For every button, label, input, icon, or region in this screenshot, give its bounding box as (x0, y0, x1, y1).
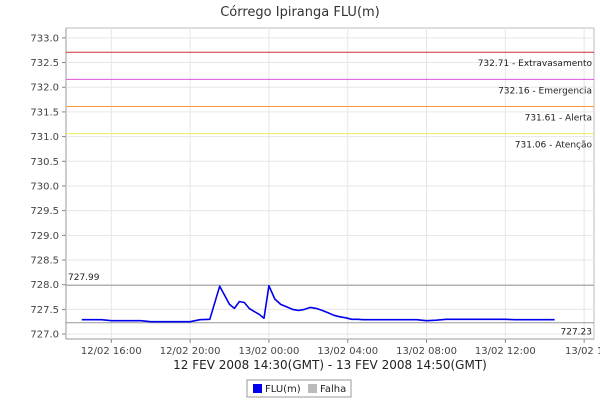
reference-line-label: 727.23 (561, 328, 593, 338)
legend: FLU(m) Falha (246, 379, 352, 398)
legend-swatch-falha (308, 384, 317, 393)
y-tick-label: 730.5 (30, 157, 59, 168)
y-tick-label: 732.5 (30, 58, 59, 69)
y-tick-label: 732.0 (30, 83, 59, 94)
legend-label-flu: FLU(m) (265, 384, 301, 395)
y-tick-label: 728.5 (30, 256, 59, 267)
y-tick-label: 733.0 (30, 33, 59, 44)
x-tick-label: 13/02 1 (565, 346, 600, 357)
plot-area (65, 27, 595, 340)
y-tick-label: 729.5 (30, 206, 59, 217)
y-tick-label: 731.0 (30, 132, 59, 143)
reference-line-label: 731.61 - Alerta (525, 113, 592, 123)
legend-swatch-flu (253, 384, 262, 393)
reference-line-label: 732.71 - Extravasamento (478, 59, 593, 69)
y-tick-label: 729.0 (30, 231, 59, 242)
series-line-flu (81, 284, 555, 323)
x-tick-label: 12/02 20:00 (160, 346, 221, 357)
y-tick-label: 731.5 (30, 107, 59, 118)
y-tick-label: 728.0 (30, 280, 59, 291)
x-tick-label: 13/02 12:00 (475, 346, 536, 357)
reference-line-label: 731.06 - Atenção (515, 141, 593, 151)
x-tick-label: 13/02 08:00 (396, 346, 457, 357)
x-axis-ticks: 12/02 16:00 12/02 20:00 13/02 00:00 13/02 0… (81, 339, 600, 357)
y-tick-label: 727.5 (30, 305, 59, 316)
x-tick-label: 13/02 00:00 (239, 346, 300, 357)
x-tick-label: 13/02 04:00 (317, 346, 378, 357)
y-tick-label: 727.0 (30, 330, 59, 341)
time-range-subtitle: 12 FEV 2008 14:30(GMT) - 13 FEV 2008 14:… (173, 358, 487, 372)
reference-lines: 732.71 - Extravasamento 732.16 - Emergenc… (66, 51, 594, 338)
x-tick-label: 12/02 16:00 (81, 346, 142, 357)
reference-line-label: 732.16 - Emergencia (498, 86, 592, 96)
legend-label-falha: Falha (320, 384, 346, 395)
reference-line-label: 727.99 (68, 273, 100, 283)
y-tick-label: 730.0 (30, 181, 59, 192)
legend-box (246, 379, 352, 398)
chart-title: Córrego Ipiranga FLU(m) (220, 5, 380, 20)
series-layer (81, 284, 555, 323)
